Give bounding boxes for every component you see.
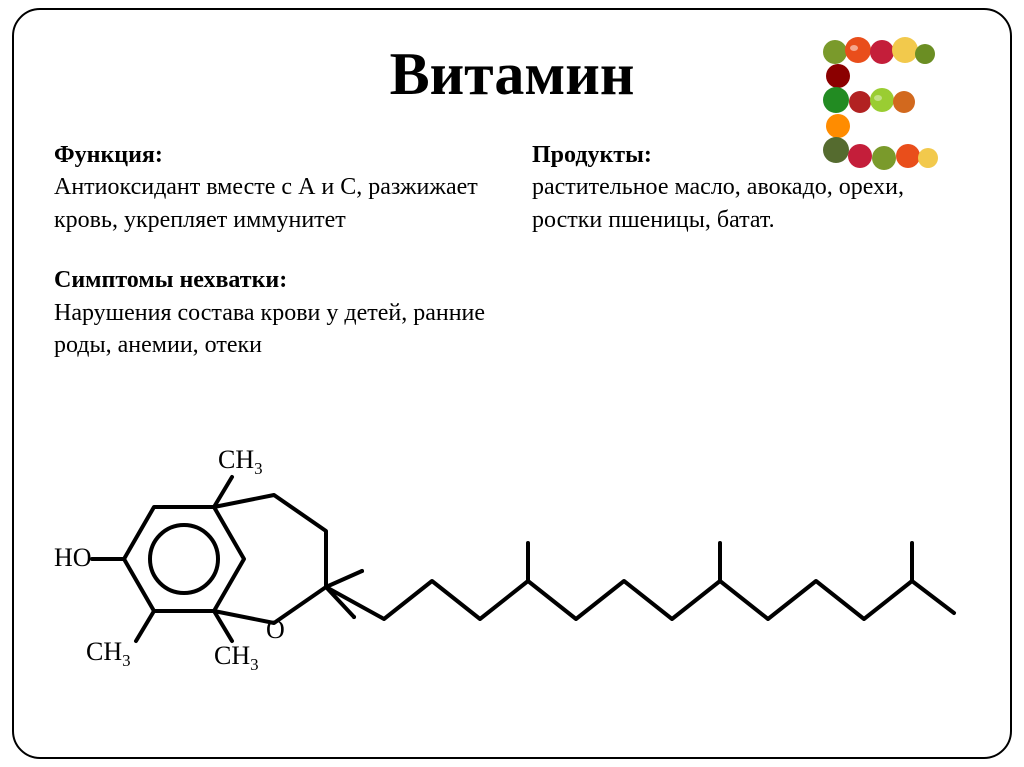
- info-card: Витамин: [12, 8, 1012, 759]
- right-column: Продукты: растительное масло, авокадо, о…: [532, 139, 970, 389]
- products-text: растительное масло, авокадо, орехи, рост…: [532, 174, 904, 232]
- products-label: Продукты:: [532, 142, 652, 168]
- label-o: O: [266, 615, 285, 645]
- label-ho: HO: [54, 543, 92, 573]
- label-ch3-left: CH3: [86, 637, 131, 671]
- label-ch3-bottom: CH3: [214, 641, 259, 675]
- deficiency-label: Симптомы нехватки:: [54, 267, 287, 293]
- function-label: Функция:: [54, 142, 163, 168]
- vitamin-e-icon: [820, 34, 940, 174]
- chemical-structure: HO CH3 CH3 CH3 O: [54, 409, 974, 709]
- label-ch3-top: CH3: [218, 445, 263, 479]
- info-columns: Функция: Антиоксидант вместе с А и С, ра…: [54, 139, 970, 389]
- function-text: Антиоксидант вместе с А и С, разжижает к…: [54, 174, 478, 232]
- deficiency-text: Нарушения состава крови у детей, ранние …: [54, 300, 485, 358]
- deficiency-block: Симптомы нехватки: Нарушения состава кро…: [54, 264, 492, 361]
- function-block: Функция: Антиоксидант вместе с А и С, ра…: [54, 139, 492, 236]
- left-column: Функция: Антиоксидант вместе с А и С, ра…: [54, 139, 492, 389]
